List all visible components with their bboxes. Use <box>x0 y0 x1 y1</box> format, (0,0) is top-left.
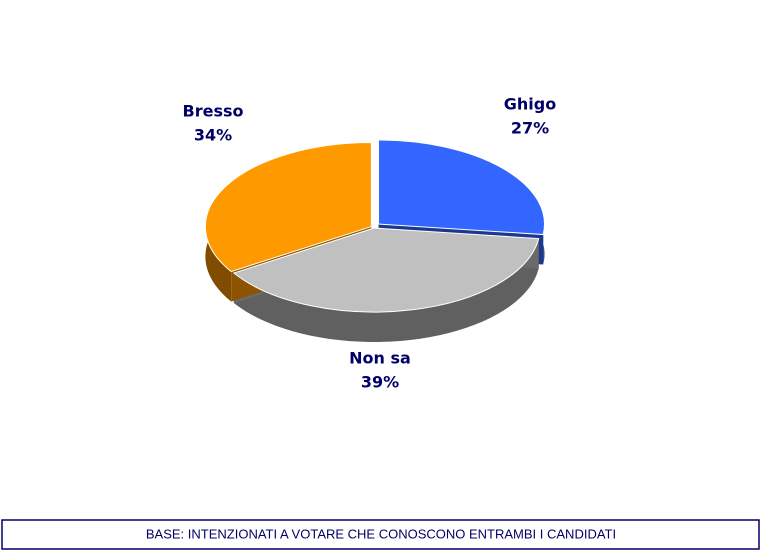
slice <box>204 142 372 273</box>
slice <box>232 227 540 313</box>
slice-side <box>233 238 539 342</box>
slice <box>378 139 546 236</box>
slice-tops <box>204 139 546 313</box>
category-label: Bresso <box>183 102 244 121</box>
footer-note: BASE: INTENZIONATI A VOTARE CHE CONOSCON… <box>146 526 616 541</box>
value-label: 39% <box>361 373 399 392</box>
footer-box <box>1 519 760 550</box>
value-label: 27% <box>511 119 549 138</box>
category-label: Ghigo <box>504 95 556 114</box>
value-label: 34% <box>194 126 232 145</box>
category-label: Non sa <box>349 349 411 368</box>
